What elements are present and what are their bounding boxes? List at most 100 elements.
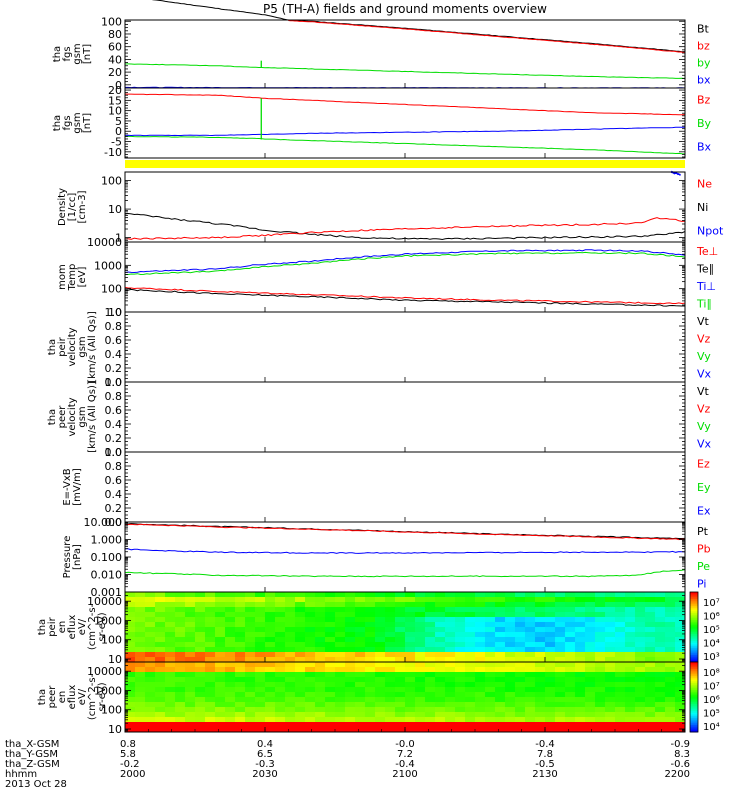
heatmap-cell [185, 672, 196, 678]
heatmap-cell [485, 692, 496, 698]
heatmap-cell [245, 632, 256, 638]
heatmap-cell [315, 722, 326, 728]
heatmap-cell [655, 682, 666, 688]
heatmap-cell [305, 682, 316, 688]
colorbar-step [690, 644, 698, 647]
heatmap-cell [535, 712, 546, 718]
heatmap-cell [535, 627, 546, 633]
heatmap-cell [565, 597, 576, 603]
heatmap-cell [485, 592, 496, 598]
heatmap-cell [445, 622, 456, 628]
heatmap-cell [235, 667, 246, 673]
heatmap-cell [395, 622, 406, 628]
colorbar-tick-label: 10⁴ [703, 639, 720, 650]
heatmap-cell [255, 692, 266, 698]
x-axis-row-label: hhmm [5, 769, 37, 780]
heatmap-cell [335, 657, 346, 662]
heatmap-cell [665, 662, 676, 668]
heatmap-cell [405, 612, 416, 618]
heatmap-cell [635, 627, 646, 633]
heatmap-cell [475, 692, 486, 698]
heatmap-cell [175, 647, 186, 653]
heatmap-cell [525, 657, 536, 662]
heatmap-cell [245, 662, 256, 668]
heatmap-cell [135, 642, 146, 648]
heatmap-cell [575, 612, 586, 618]
heatmap-cell [285, 607, 296, 613]
heatmap-cell [465, 632, 476, 638]
heatmap-cell [215, 617, 226, 623]
heatmap-cell [475, 697, 486, 703]
heatmap-cell [355, 677, 366, 683]
heatmap-cell [385, 672, 396, 678]
heatmap-cell [135, 692, 146, 698]
heatmap-cell [585, 597, 596, 603]
heatmap-cell [345, 592, 356, 598]
heatmap-cell [255, 722, 266, 728]
heatmap-cell [325, 672, 336, 678]
heatmap-cell [435, 632, 446, 638]
heatmap-cell [575, 697, 586, 703]
heatmap-cell [625, 712, 636, 718]
heatmap-cell [295, 677, 306, 683]
heatmap-cell [315, 592, 326, 598]
heatmap-cell [475, 667, 486, 673]
colorbar-step [690, 656, 698, 659]
heatmap-cell [435, 662, 446, 668]
heatmap-cell [445, 632, 456, 638]
heatmap-cell [395, 697, 406, 703]
heatmap-cell [655, 727, 666, 732]
heatmap-cell [155, 667, 166, 673]
heatmap-cell [635, 717, 646, 723]
series-Bz [124, 93, 686, 116]
heatmap-cell [355, 597, 366, 603]
heatmap-cell [155, 592, 166, 598]
heatmap-cell [635, 682, 646, 688]
heatmap-cell [645, 702, 656, 708]
heatmap-cell [265, 677, 276, 683]
heatmap-cell [595, 687, 606, 693]
y-tick-label: 20 [108, 84, 122, 97]
heatmap-cell [595, 722, 606, 728]
heatmap-cell [425, 727, 436, 732]
heatmap-cell [485, 657, 496, 662]
heatmap-cell [245, 722, 256, 728]
heatmap-cell [305, 632, 316, 638]
heatmap-cell [575, 672, 586, 678]
heatmap-cell [145, 592, 156, 598]
heatmap-cell [665, 712, 676, 718]
heatmap-cell [475, 602, 486, 608]
heatmap-cell [395, 712, 406, 718]
heatmap-cell [645, 677, 656, 683]
heatmap-cell [635, 657, 646, 662]
legend-entry: Ti∥ [696, 297, 712, 310]
heatmap-cell [265, 712, 276, 718]
heatmap-cell [125, 702, 136, 708]
heatmap-cell [235, 662, 246, 668]
heatmap-cell [515, 632, 526, 638]
heatmap-cell [415, 707, 426, 713]
y-tick-label: -5 [111, 136, 122, 149]
heatmap-cell [455, 652, 466, 658]
heatmap-cell [545, 622, 556, 628]
heatmap-cell [395, 637, 406, 643]
heatmap-cell [165, 682, 176, 688]
heatmap-cell [195, 642, 206, 648]
heatmap-cell [545, 707, 556, 713]
heatmap-cell [585, 702, 596, 708]
heatmap-cell [315, 657, 326, 662]
heatmap-cell [225, 692, 236, 698]
heatmap-cell [295, 627, 306, 633]
colorbar-step [690, 660, 698, 663]
heatmap-cell [205, 692, 216, 698]
colorbar-step [690, 665, 698, 668]
heatmap-cell [625, 702, 636, 708]
heatmap-cell [155, 662, 166, 668]
heatmap-cell [555, 652, 566, 658]
heatmap-cell [455, 657, 466, 662]
colorbar-step [690, 705, 698, 708]
series-bz [288, 20, 685, 53]
heatmap-cell [325, 647, 336, 653]
heatmap-cell [225, 727, 236, 732]
